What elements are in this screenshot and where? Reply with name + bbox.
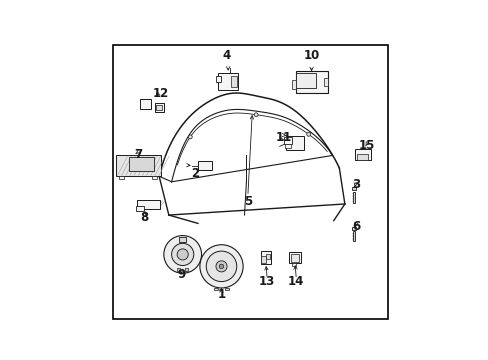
Bar bbox=[284, 137, 291, 144]
Bar bbox=[128, 157, 153, 171]
Text: 11: 11 bbox=[275, 131, 291, 144]
Text: 8: 8 bbox=[140, 211, 148, 224]
Text: 5: 5 bbox=[243, 195, 251, 208]
Bar bbox=[290, 254, 299, 262]
Circle shape bbox=[171, 243, 193, 266]
Text: 1: 1 bbox=[217, 288, 225, 301]
Text: 12: 12 bbox=[152, 87, 168, 100]
Circle shape bbox=[219, 264, 224, 269]
Circle shape bbox=[206, 251, 236, 282]
Text: 6: 6 bbox=[351, 220, 359, 233]
Bar bbox=[285, 144, 290, 148]
Bar bbox=[285, 136, 304, 150]
Bar bbox=[357, 154, 367, 161]
Bar bbox=[261, 251, 270, 264]
Bar bbox=[198, 161, 211, 170]
Text: 9: 9 bbox=[177, 268, 185, 281]
Bar bbox=[261, 256, 265, 263]
Bar bbox=[135, 206, 143, 211]
Bar bbox=[116, 156, 160, 176]
Bar bbox=[295, 71, 327, 93]
Bar bbox=[288, 252, 300, 263]
Bar bbox=[140, 99, 151, 109]
Circle shape bbox=[306, 132, 310, 136]
Bar bbox=[137, 201, 160, 209]
Bar bbox=[154, 103, 163, 112]
Bar bbox=[178, 237, 185, 242]
Circle shape bbox=[216, 261, 226, 272]
Bar bbox=[215, 76, 220, 82]
Text: 10: 10 bbox=[303, 49, 319, 62]
Bar bbox=[351, 227, 355, 230]
Bar bbox=[324, 78, 327, 86]
Text: 15: 15 bbox=[358, 139, 374, 152]
Bar bbox=[266, 254, 269, 259]
Bar bbox=[225, 288, 228, 291]
Bar bbox=[214, 288, 217, 291]
Circle shape bbox=[177, 249, 188, 260]
Bar bbox=[292, 80, 296, 89]
Bar bbox=[295, 73, 316, 88]
Circle shape bbox=[200, 245, 243, 288]
Text: 13: 13 bbox=[259, 275, 275, 288]
Bar bbox=[177, 268, 180, 271]
Bar bbox=[152, 176, 157, 179]
Text: 2: 2 bbox=[191, 167, 199, 180]
Text: 7: 7 bbox=[134, 148, 142, 161]
Text: 4: 4 bbox=[223, 49, 231, 62]
Bar bbox=[352, 231, 354, 241]
Bar bbox=[218, 73, 238, 90]
Circle shape bbox=[163, 235, 201, 273]
Text: 14: 14 bbox=[287, 275, 304, 288]
Text: 3: 3 bbox=[351, 178, 359, 191]
Bar bbox=[352, 192, 354, 203]
Bar bbox=[185, 268, 188, 271]
Bar bbox=[119, 176, 124, 179]
Circle shape bbox=[254, 113, 258, 117]
Circle shape bbox=[188, 135, 192, 139]
Bar bbox=[230, 76, 237, 87]
Bar bbox=[351, 187, 355, 190]
Bar bbox=[291, 263, 295, 266]
Bar bbox=[156, 105, 162, 110]
Bar bbox=[354, 149, 370, 161]
